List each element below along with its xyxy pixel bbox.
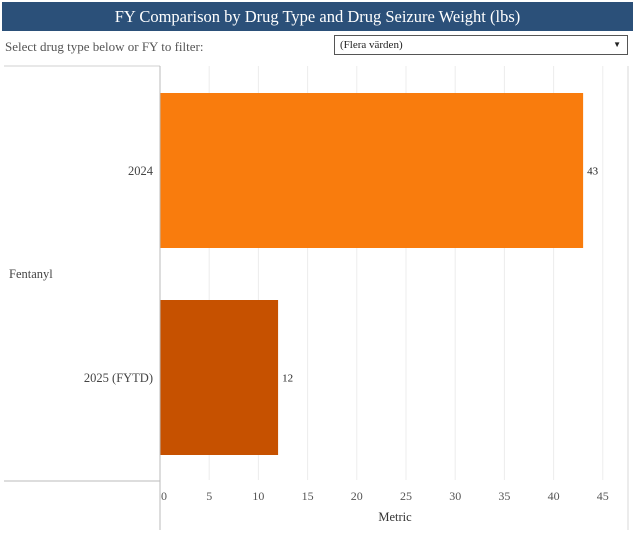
x-tick-label: 15 <box>302 489 314 503</box>
drug-type-label: Fentanyl <box>9 267 53 281</box>
x-tick-label: 10 <box>252 489 264 503</box>
x-tick-label: 45 <box>597 489 609 503</box>
chevron-down-icon: ▼ <box>613 40 621 49</box>
x-tick-label: 20 <box>351 489 363 503</box>
chart-title: FY Comparison by Drug Type and Drug Seiz… <box>2 2 633 31</box>
drug-type-filter-dropdown[interactable]: (Flera värden) ▼ <box>334 35 628 55</box>
x-tick-label: 5 <box>206 489 212 503</box>
bar-2024 <box>160 93 584 248</box>
data-label: 12 <box>282 373 293 385</box>
x-tick-label: 35 <box>498 489 510 503</box>
x-tick-label: 40 <box>548 489 560 503</box>
category-label: 2024 <box>128 164 154 178</box>
filter-selected-value: (Flera värden) <box>340 39 403 51</box>
filter-label: Select drug type below or FY to filter: <box>5 39 204 54</box>
x-tick-label: 0 <box>161 489 167 503</box>
data-label: 43 <box>587 166 599 178</box>
x-axis-title: Metric <box>378 510 412 524</box>
x-tick-label: 25 <box>400 489 412 503</box>
bar-2025-fytd- <box>160 300 279 455</box>
category-label: 2025 (FYTD) <box>84 371 153 385</box>
x-tick-label: 30 <box>449 489 461 503</box>
